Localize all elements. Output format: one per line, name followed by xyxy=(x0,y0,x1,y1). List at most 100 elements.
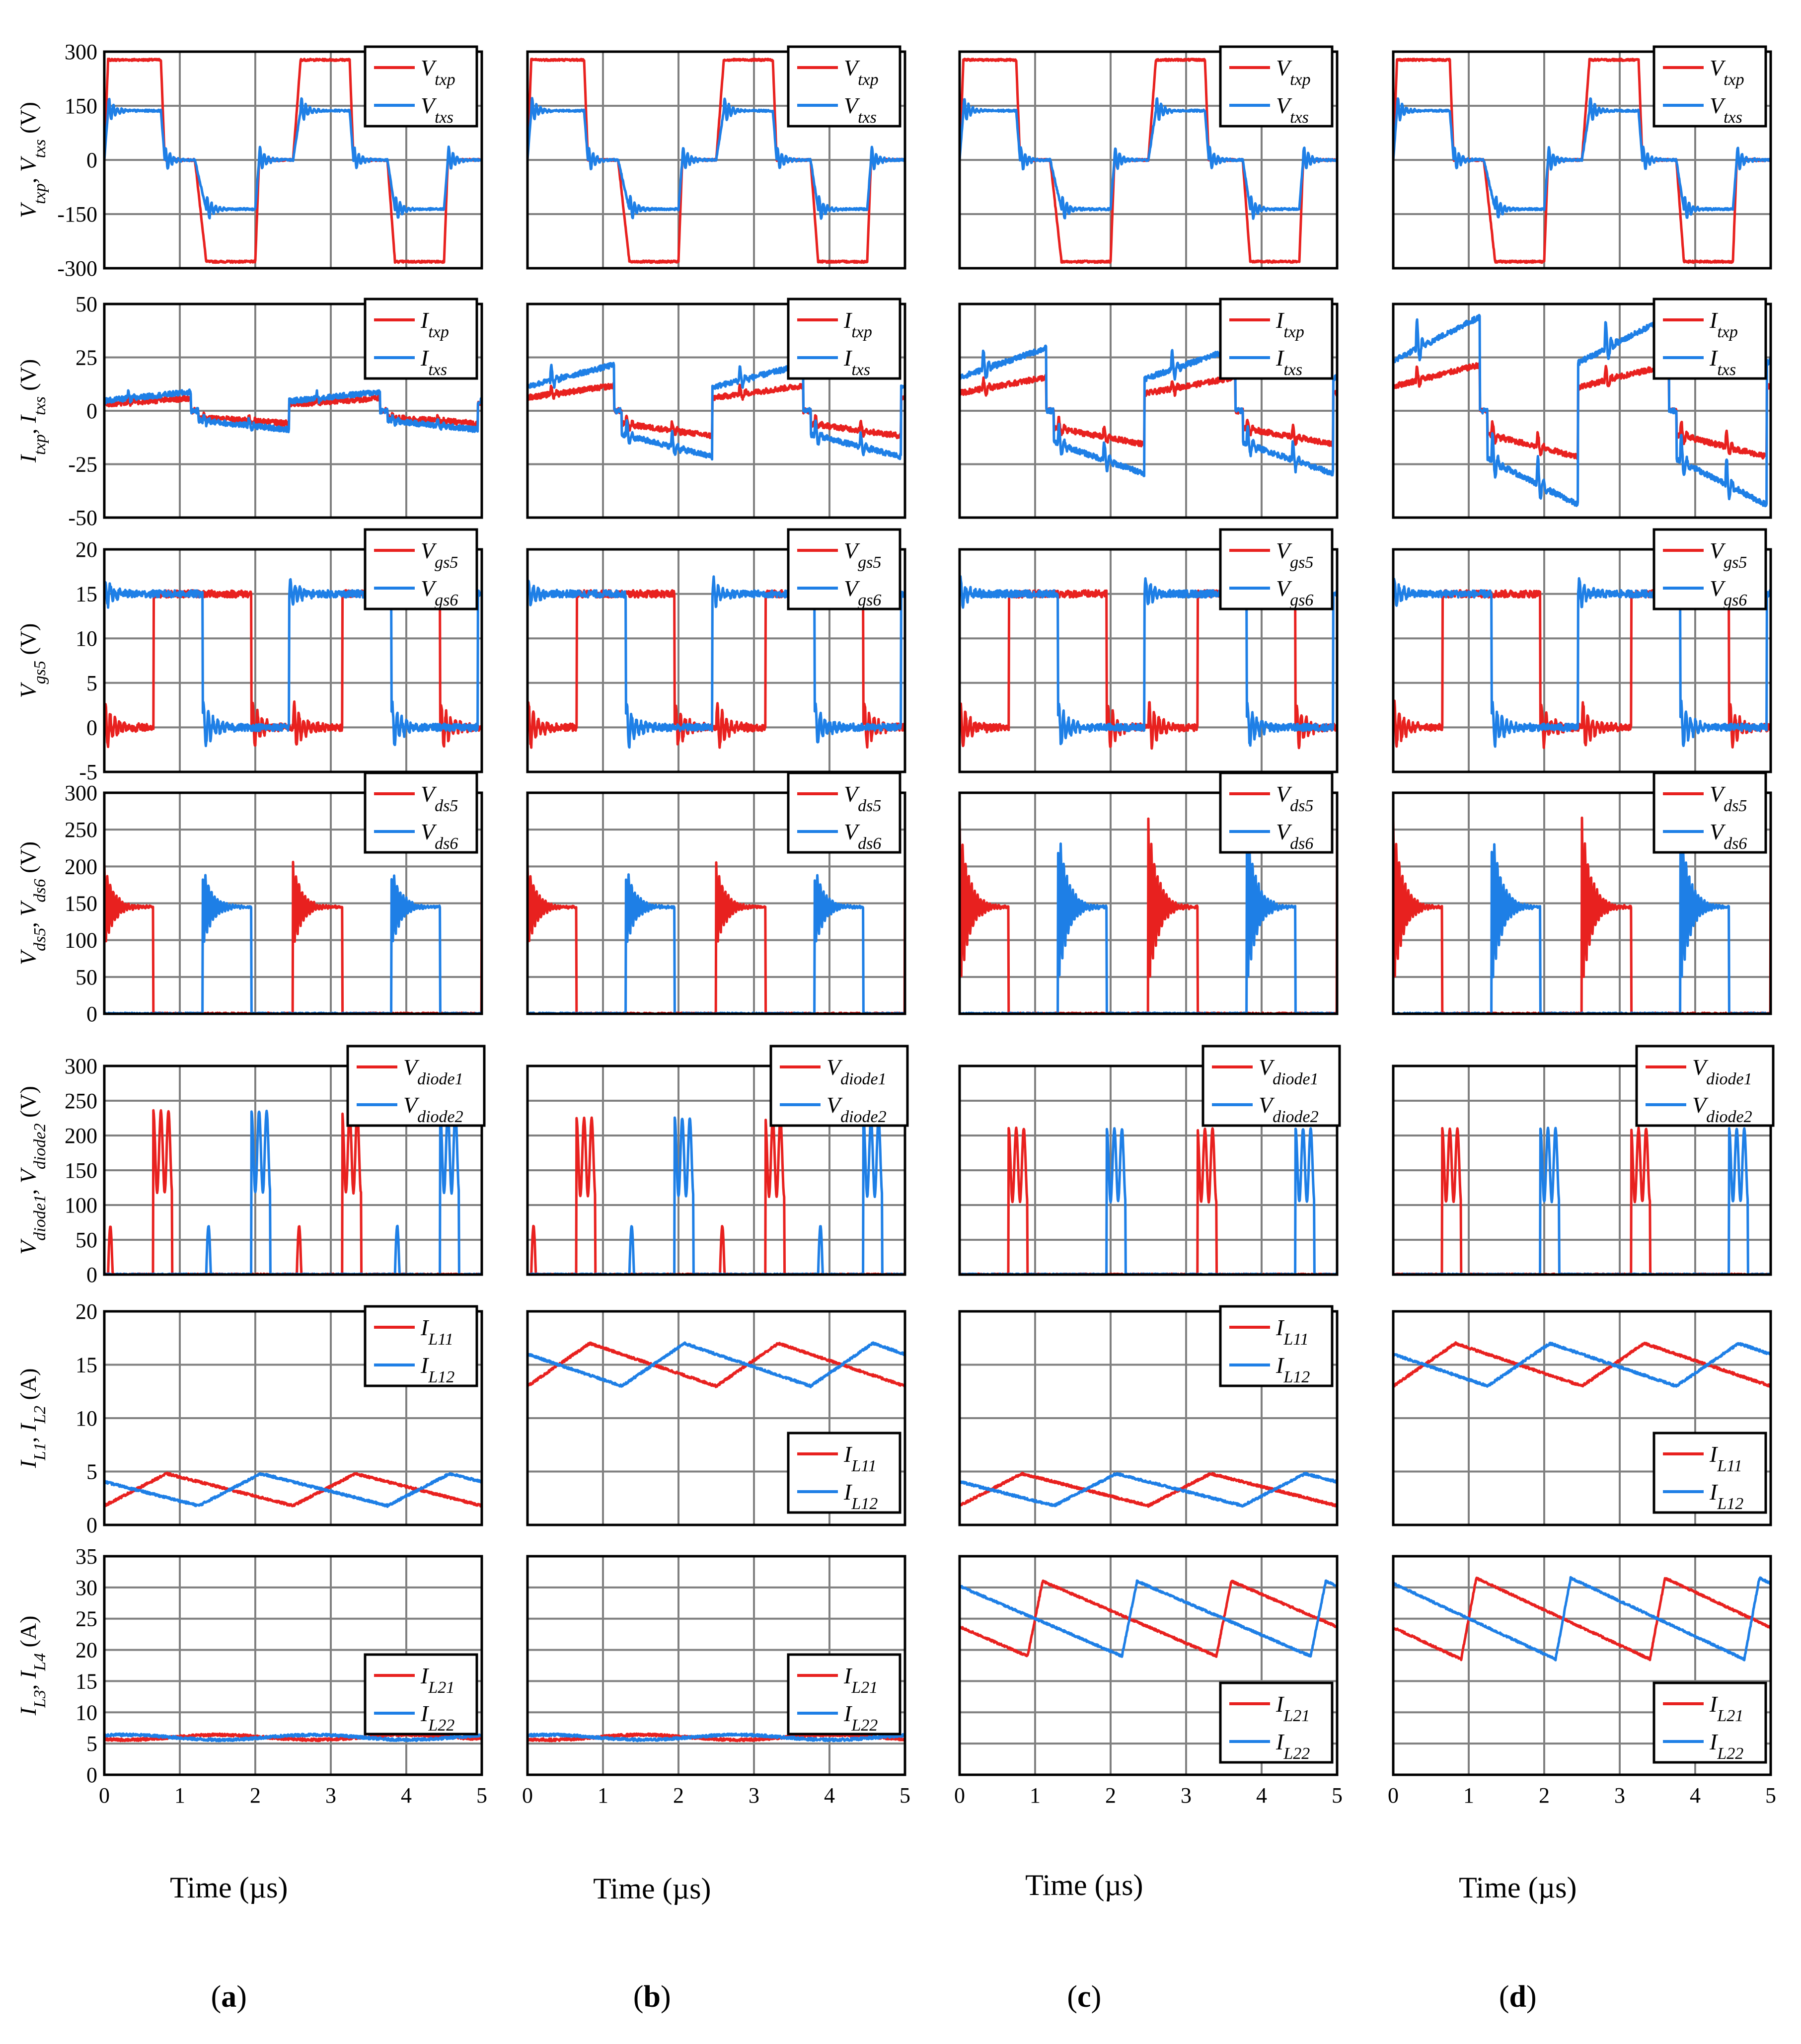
legend: Vtxp Vtxs xyxy=(788,47,900,127)
panel-r5-c1: IL11 IL12 xyxy=(527,1311,905,1525)
xtick-label: 1 xyxy=(598,1783,608,1808)
xtick-label: 1 xyxy=(1030,1783,1041,1808)
panel-r2-c0: 20 15 10 5 0 -5 Vgs5 Vgs6 xyxy=(75,530,482,784)
ytick-label: 0 xyxy=(86,1002,97,1026)
legend: IL11IL12 xyxy=(365,1306,477,1386)
panel-r0-c1: Vtxp Vtxs xyxy=(527,47,905,268)
legend: Vgs5Vgs6 xyxy=(788,530,900,609)
ytick-label: 300 xyxy=(65,40,97,64)
ytick-label: 5 xyxy=(86,1460,97,1484)
xtick-label: 5 xyxy=(1332,1783,1343,1808)
panel-r0-c0: 3001500-150-300VtxpVtxs xyxy=(57,40,482,281)
xtick-label: 2 xyxy=(250,1783,261,1808)
ytick-label: 150 xyxy=(65,892,97,916)
panel-r6-c2: 0 1 2 3 4 5IL21IL22 xyxy=(954,1556,1343,1808)
ytick-label: 0 xyxy=(86,1263,97,1287)
xtick-label: 0 xyxy=(1388,1783,1399,1808)
ytick-label: 50 xyxy=(75,292,97,316)
series-red-r4-c3 xyxy=(1393,1128,1771,1275)
panel-r3-c3: Vds5 Vds6 xyxy=(1393,773,1771,1014)
xtick-label: 3 xyxy=(749,1783,759,1808)
legend: Vtxp Vtxs xyxy=(1220,47,1332,127)
xtick-label: 4 xyxy=(824,1783,835,1808)
panel-r4-c0: 300250200150100500Vdiode1Vdiode2 xyxy=(65,1046,484,1287)
legend: Vdiode1 Vdiode2 xyxy=(1637,1046,1773,1126)
panel-r2-c1: Vgs5Vgs6 xyxy=(527,530,905,772)
panel-r4-c3: Vdiode1 Vdiode2 xyxy=(1393,1046,1773,1275)
ytick-label: 5 xyxy=(86,1732,97,1756)
ylabel-row-2: Vgs5 (V) xyxy=(15,623,49,698)
legend: IL11IL12 xyxy=(1220,1306,1332,1386)
panel-r6-c0: 353025201510500 1 2 3 4 5IL21IL22 xyxy=(75,1544,487,1808)
panel-r2-c3: Vgs5Vgs6 xyxy=(1393,530,1771,772)
ylabel-row-1: Itxp, Itxs (V) xyxy=(15,359,49,463)
xtick-label: 1 xyxy=(1463,1783,1474,1808)
panel-r1-c3: Itxp Itxs xyxy=(1393,299,1771,518)
series-red-r5-c0 xyxy=(104,1473,482,1507)
column-label: (c) xyxy=(1067,1980,1101,2014)
legend: Vgs5Vgs6 xyxy=(1654,530,1766,609)
xtick-label: 5 xyxy=(900,1783,910,1808)
ytick-label: 200 xyxy=(65,854,97,879)
ylabel-row-5: IL1, IL2 (A) xyxy=(15,1368,49,1469)
ytick-label: 30 xyxy=(75,1576,97,1600)
ytick-label: 15 xyxy=(75,1353,97,1377)
ytick-label: 300 xyxy=(65,1054,97,1078)
column-label: (a) xyxy=(211,1980,247,2014)
ytick-label: 20 xyxy=(75,537,97,562)
series-red-r4-c1 xyxy=(527,1118,905,1275)
legend: IL21 IL22 xyxy=(1654,1683,1766,1763)
xtick-label: 4 xyxy=(1690,1783,1701,1808)
x-axis-title: Time (µs) xyxy=(1025,1869,1143,1901)
panel-r0-c3: VtxpVtxs xyxy=(1393,47,1771,268)
ytick-label: 0 xyxy=(86,399,97,423)
ytick-label: 150 xyxy=(65,1158,97,1183)
xtick-label: 0 xyxy=(99,1783,110,1808)
ytick-label: 50 xyxy=(75,1228,97,1252)
panel-r3-c2: Vds5Vds6 xyxy=(960,773,1337,1014)
ytick-label: -25 xyxy=(68,453,97,477)
legend: IL11IL12 xyxy=(1654,1433,1766,1513)
legend: Vds5 Vds6 xyxy=(365,773,477,853)
ytick-label: -50 xyxy=(68,506,97,530)
xtick-label: 5 xyxy=(476,1783,487,1808)
panel-r4-c2: Vdiode1Vdiode2 xyxy=(960,1046,1340,1275)
xtick-label: 1 xyxy=(174,1783,185,1808)
ytick-label: 200 xyxy=(65,1124,97,1148)
panel-r0-c2: VtxpVtxs xyxy=(960,47,1337,268)
legend: Itxp Itxs xyxy=(365,299,477,379)
legend: Vds5 Vds6 xyxy=(788,773,900,853)
series-red-r3-c0 xyxy=(104,862,482,1014)
ylabel-row-4: Vdiode1, Vdiode2 (V) xyxy=(15,1086,49,1255)
xtick-label: 4 xyxy=(1256,1783,1267,1808)
legend: Itxp Itxs xyxy=(1220,299,1332,379)
legend: IL21 IL22 xyxy=(365,1655,477,1735)
x-axis-title: Time (µs) xyxy=(170,1871,288,1904)
legend: Vtxp Vtxs xyxy=(1654,47,1766,127)
series-red-r4-c2 xyxy=(960,1128,1337,1275)
series-blue-r4-c1 xyxy=(527,1118,905,1275)
ytick-label: 50 xyxy=(75,965,97,989)
ytick-label: -150 xyxy=(57,202,97,227)
ytick-label: 10 xyxy=(75,1700,97,1725)
series-red-r5-c2 xyxy=(960,1473,1337,1507)
panel-r5-c2: IL11IL12 xyxy=(960,1306,1337,1525)
column-label: (d) xyxy=(1499,1980,1537,2014)
column-label: (b) xyxy=(633,1980,671,2014)
xtick-label: 4 xyxy=(401,1783,412,1808)
ytick-label: 10 xyxy=(75,626,97,651)
legend: Vdiode1 Vdiode2 xyxy=(771,1046,907,1126)
xtick-label: 2 xyxy=(1539,1783,1550,1808)
ytick-label: 250 xyxy=(65,818,97,842)
ytick-label: -300 xyxy=(57,256,97,281)
panel-r1-c0: 50 25 0 -25 -50 Itxp Itxs xyxy=(68,292,482,530)
legend: Vtxp Vtxs xyxy=(365,47,477,127)
panel-r1-c2: Itxp Itxs xyxy=(960,299,1337,518)
ytick-label: 5 xyxy=(86,671,97,695)
ytick-label: 25 xyxy=(75,346,97,370)
xtick-label: 2 xyxy=(673,1783,684,1808)
x-axis-title: Time (µs) xyxy=(1459,1871,1576,1904)
xtick-label: 0 xyxy=(522,1783,533,1808)
legend: Vds5 Vds6 xyxy=(1654,773,1766,853)
ylabel-row-0: Vtxp, Vtxs (V) xyxy=(15,102,49,218)
